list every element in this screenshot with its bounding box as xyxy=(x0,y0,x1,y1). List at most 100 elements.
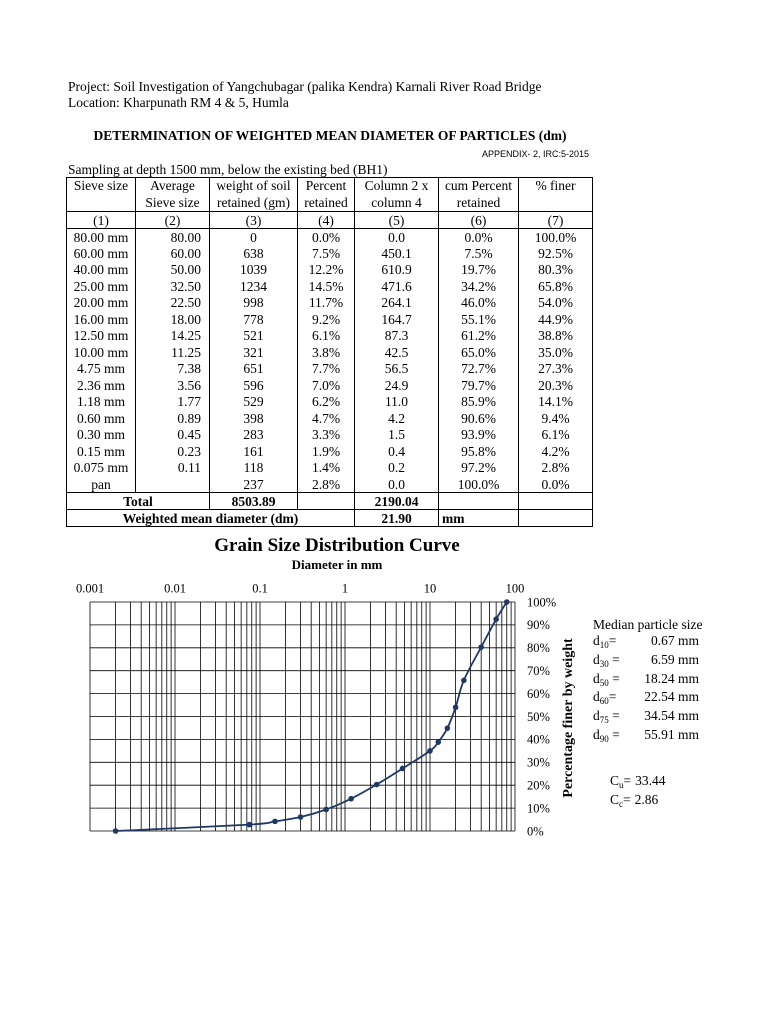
coefficient-cc-row: Cc= 2.86 xyxy=(610,790,666,809)
cell-weight-retained: 321 xyxy=(209,344,298,361)
equals-sign: = xyxy=(623,792,631,807)
cell-column2-x-column4: 42.5 xyxy=(354,344,439,361)
cell-cum-percent-retained: 65.0% xyxy=(438,344,519,361)
weighted-mean-row: Weighted mean diameter (dm) 21.90 mm xyxy=(66,509,593,527)
cell-average-sieve-size: 7.38 xyxy=(135,360,210,377)
cell-percent-finer: 2.8% xyxy=(518,459,593,476)
cell-weight-retained: 161 xyxy=(209,443,298,460)
sieve-row: 40.00 mm 50.00 1039 12.2% 610.9 19.7% 80.3% xyxy=(66,261,593,278)
cell-percent-finer: 9.4% xyxy=(518,410,593,427)
data-point-marker xyxy=(503,599,510,605)
subscript: u xyxy=(619,780,624,790)
y-tick-label: 100% xyxy=(527,595,556,609)
cell-weight-retained: 778 xyxy=(209,311,298,328)
y-tick-label: 10% xyxy=(527,801,550,815)
cell-sieve-size: 0.60 mm xyxy=(66,410,136,427)
cell-sieve-size: 60.00 mm xyxy=(66,245,136,262)
equals-sign: = xyxy=(608,633,617,648)
y-tick-label: 80% xyxy=(527,641,550,655)
header-cum-percent-retained: cum Percent retained xyxy=(438,177,519,212)
subscript: 50 xyxy=(599,677,609,688)
cell-sieve-size: 0.15 mm xyxy=(66,443,136,460)
sieve-row: 60.00 mm 60.00 638 7.5% 450.1 7.5% 92.5% xyxy=(66,245,593,262)
y-tick-label: 20% xyxy=(527,779,550,793)
header-line: retained xyxy=(304,194,348,210)
symbol: d xyxy=(593,689,600,705)
cell-cum-percent-retained: 72.7% xyxy=(438,360,519,377)
data-point-marker xyxy=(399,765,406,772)
cell-percent-retained: 3.8% xyxy=(297,344,355,361)
cell-percent-retained: 6.1% xyxy=(297,327,355,344)
cell-average-sieve-size: 1.77 xyxy=(135,393,210,410)
cell-percent-finer: 35.0% xyxy=(518,344,593,361)
cell-percent-finer: 54.0% xyxy=(518,294,593,311)
column-number: (3) xyxy=(209,211,298,229)
cell-column2-x-column4: 164.7 xyxy=(354,311,439,328)
x-tick-label: 10 xyxy=(424,581,437,595)
cell-column2-x-column4: 87.3 xyxy=(354,327,439,344)
cell-percent-retained: 2.8% xyxy=(297,476,355,493)
cell-percent-retained: 6.2% xyxy=(297,393,355,410)
sieve-row: 1.18 mm 1.77 529 6.2% 11.0 85.9% 14.1% xyxy=(66,393,593,410)
header-sieve-size: Sieve size xyxy=(66,177,136,212)
coefficients-panel: Cu= 33.44 Cc= 2.86 xyxy=(610,771,666,809)
weighted-mean-unit: mm xyxy=(438,509,519,527)
cell-percent-retained: 9.2% xyxy=(297,311,355,328)
weighted-mean-empty-cell xyxy=(518,509,593,527)
data-point-marker xyxy=(112,828,119,834)
data-point-marker xyxy=(297,814,304,820)
total-empty-cell xyxy=(438,492,519,510)
median-particle-size-panel: Median particle size d10= 0.67 mm d30 = 6.5… xyxy=(593,618,702,745)
d90-row: d90 = 55.91 mm xyxy=(593,726,699,745)
d10-row: d10= 0.67 mm xyxy=(593,632,699,651)
cell-sieve-size: 1.18 mm xyxy=(66,393,136,410)
y-tick-label: 50% xyxy=(527,710,550,724)
cell-weight-retained: 398 xyxy=(209,410,298,427)
d50-row: d50 = 18.24 mm xyxy=(593,670,699,689)
header-line: Sieve size xyxy=(145,194,200,210)
cell-column2-x-column4: 0.0 xyxy=(354,476,439,493)
data-point-marker xyxy=(452,704,459,711)
cell-cum-percent-retained: 61.2% xyxy=(438,327,519,344)
chart-title: Grain Size Distribution Curve xyxy=(214,535,460,556)
symbol: d xyxy=(593,633,600,648)
data-point-marker xyxy=(435,739,442,745)
sieve-row: 25.00 mm 32.50 1234 14.5% 471.6 34.2% 65.8% xyxy=(66,278,593,295)
equals-sign: = xyxy=(608,670,620,686)
y-axis-label: Percentage finer by weight xyxy=(561,638,576,798)
header-line: Average xyxy=(150,178,195,194)
d10-label: d10= xyxy=(593,632,616,651)
cell-average-sieve-size: 80.00 xyxy=(135,228,210,245)
cell-cum-percent-retained: 100.0% xyxy=(438,476,519,493)
sieve-row: 2.36 mm 3.56 596 7.0% 24.9 79.7% 20.3% xyxy=(66,377,593,394)
x-tick-label: 0.001 xyxy=(76,581,104,595)
header-column2-x-column4: Column 2 x column 4 xyxy=(354,177,439,212)
cell-cum-percent-retained: 90.6% xyxy=(438,410,519,427)
cell-percent-finer: 27.3% xyxy=(518,360,593,377)
cell-sieve-size: 10.00 mm xyxy=(66,344,136,361)
cell-average-sieve-size: 0.11 xyxy=(135,459,210,476)
cell-weight-retained: 998 xyxy=(209,294,298,311)
total-column5: 2190.04 xyxy=(354,492,439,510)
cell-column2-x-column4: 4.2 xyxy=(354,410,439,427)
header-percent-finer: % finer xyxy=(518,177,593,212)
cell-cum-percent-retained: 34.2% xyxy=(438,278,519,295)
header-line: column 4 xyxy=(371,194,422,210)
equals-sign: = xyxy=(623,773,632,788)
cell-percent-retained: 1.4% xyxy=(297,459,355,476)
coefficient-cc-value: 2.86 xyxy=(634,792,659,807)
cell-weight-retained: 1039 xyxy=(209,261,298,278)
cell-cum-percent-retained: 95.8% xyxy=(438,443,519,460)
d50-value: 18.24 mm xyxy=(644,670,699,686)
sieve-row: pan 237 2.8% 0.0 100.0% 0.0% xyxy=(66,476,593,493)
header-line: Percent xyxy=(305,178,347,194)
data-point-marker xyxy=(323,806,329,813)
total-weight: 8503.89 xyxy=(209,492,298,510)
y-tick-label: 0% xyxy=(527,824,544,838)
y-tick-label: 70% xyxy=(527,664,550,678)
cell-percent-finer: 44.9% xyxy=(518,311,593,328)
cell-percent-finer: 20.3% xyxy=(518,377,593,394)
cell-weight-retained: 529 xyxy=(209,393,298,410)
symbol: d xyxy=(593,726,600,742)
sieve-row: 0.075 mm 0.11 118 1.4% 0.2 97.2% 2.8% xyxy=(66,459,593,476)
